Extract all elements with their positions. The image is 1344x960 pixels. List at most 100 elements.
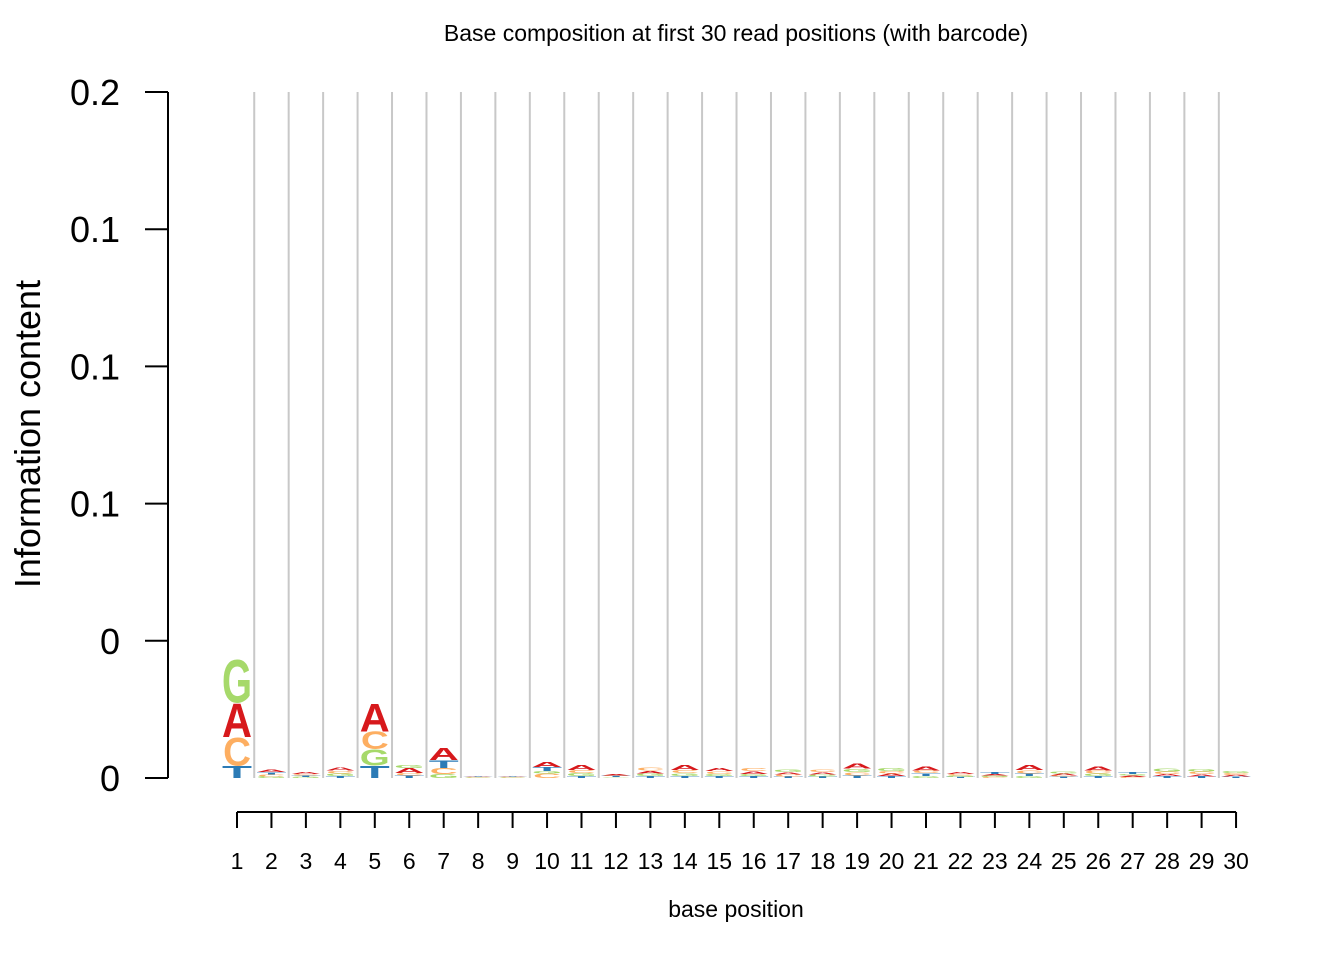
- logo-letter-t: T: [877, 775, 907, 778]
- logo-letter-g: G: [670, 772, 700, 776]
- logo-letter-a: A: [325, 766, 355, 772]
- x-axis: 1 2 3 4 5 6 7 8 9 10 11 12 13 14 15 16 17 18 19 20 21 22 23 24 2…: [231, 811, 1249, 874]
- logo-letter-c: C: [947, 774, 975, 776]
- y-tick-label: 0.1: [70, 346, 120, 387]
- logo-letter-a: A: [877, 773, 907, 777]
- logo-letter-t: T: [463, 776, 493, 777]
- logo-letter-g: G: [463, 777, 493, 778]
- logo-letter-g: G: [429, 773, 459, 779]
- logo-letter-c: C: [464, 777, 492, 778]
- x-tick-label: 15: [707, 848, 733, 874]
- logo-letter-c: C: [705, 770, 733, 774]
- logo-letter-g: G: [980, 775, 1010, 777]
- logo-letter-a: A: [532, 760, 562, 768]
- logo-letter-g: G: [222, 647, 252, 715]
- logo-letter-a: A: [808, 772, 838, 775]
- grid-lines: [253, 92, 1220, 778]
- logo-letter-a: A: [704, 767, 734, 772]
- logo-letter-a: A: [773, 772, 803, 775]
- logo-letter-c: C: [568, 769, 596, 774]
- x-tick-label: 22: [948, 848, 974, 874]
- x-tick-label: 11: [570, 848, 594, 874]
- logo-letter-g: G: [394, 763, 424, 769]
- x-tick-label: 16: [741, 848, 767, 874]
- x-tick-label: 29: [1189, 848, 1215, 874]
- logo-letter-a: A: [601, 774, 631, 776]
- x-tick-label: 10: [534, 848, 560, 874]
- logo-letter-t: T: [360, 763, 391, 782]
- logo-letter-g: G: [877, 767, 907, 772]
- logo-letter-c: C: [1015, 769, 1043, 774]
- logo-letter-g: G: [704, 773, 734, 776]
- logo-letter-g: G: [1221, 770, 1251, 773]
- logo-letter-a: A: [670, 764, 700, 772]
- logo-letter-g: G: [1014, 775, 1044, 778]
- logo-letter-t: T: [566, 776, 596, 779]
- logo-letter-c: C: [740, 767, 768, 772]
- logo-letter-g: G: [1049, 771, 1079, 774]
- y-axis-label: Information content: [7, 280, 48, 588]
- x-tick-label: 5: [368, 848, 381, 874]
- logo-letter-g: G: [325, 773, 355, 777]
- logo-letter-c: C: [843, 771, 871, 776]
- logo-letter-a: A: [1152, 773, 1182, 776]
- logo-letter-c: C: [671, 769, 699, 774]
- logo-letter-g: G: [808, 774, 838, 777]
- x-tick-label: 9: [506, 848, 519, 874]
- logo-letter-a: A: [635, 770, 665, 774]
- x-tick-label: 17: [775, 848, 801, 874]
- logo-letter-a: A: [945, 772, 975, 775]
- y-tick-label: 0: [100, 758, 120, 799]
- x-tick-label: 4: [334, 848, 347, 874]
- logo-letter-c: C: [809, 769, 837, 773]
- logo-letter-g: G: [1152, 768, 1182, 773]
- logo-letter-t: T: [739, 776, 769, 779]
- logo-letter-g: G: [601, 777, 631, 778]
- logo-letter-c: C: [878, 770, 906, 774]
- logo-letter-t: T: [980, 772, 1010, 775]
- logo-letter-t: T: [945, 777, 975, 779]
- logo-letter-c: C: [1050, 775, 1078, 777]
- logo-letter-g: G: [945, 775, 975, 777]
- logo-letter-a: A: [498, 776, 528, 777]
- logo-letter-a: A: [394, 767, 424, 775]
- y-tick-label: 0.2: [70, 72, 120, 113]
- logo-letter-g: G: [773, 769, 803, 773]
- logo-letter-c: C: [1222, 773, 1250, 776]
- logo-letter-a: A: [1083, 765, 1113, 771]
- logo-letter-g: G: [532, 770, 562, 774]
- logo-letter-a: A: [842, 763, 872, 771]
- x-tick-label: 21: [913, 848, 939, 874]
- logo-letter-a: A: [256, 769, 286, 773]
- logo-letter-t: T: [1187, 776, 1217, 779]
- logo-letter-g: G: [291, 777, 321, 779]
- logo-letter-c: C: [292, 774, 320, 776]
- logo-letter-g: G: [1083, 773, 1113, 777]
- x-tick-label: 20: [879, 848, 905, 874]
- logo-letter-g: G: [635, 773, 665, 777]
- x-tick-label: 30: [1223, 848, 1249, 874]
- logo-letter-c: C: [636, 767, 664, 772]
- logo-letter-t: T: [670, 775, 700, 778]
- logo-letter-t: T: [1014, 773, 1044, 777]
- logo-letter-t: T: [325, 775, 355, 778]
- logo-letter-t: T: [1152, 776, 1182, 779]
- logo-letter-c: C: [912, 770, 940, 774]
- x-tick-label: 13: [638, 848, 664, 874]
- logo-letter-a: A: [739, 771, 769, 775]
- logo-letter-t: T: [291, 775, 321, 777]
- x-tick-label: 7: [437, 848, 450, 874]
- logo-letter-t: T: [394, 775, 424, 779]
- logo-letter-t: T: [222, 763, 253, 782]
- logo-letter-a: A: [567, 764, 597, 772]
- logo-letter-a: A: [980, 774, 1010, 776]
- logo-letter-g: G: [256, 776, 286, 779]
- x-tick-label: 3: [300, 848, 313, 874]
- logo-letter-g: G: [739, 773, 769, 776]
- logo-letter-g: G: [498, 777, 528, 778]
- logo-letter-a: A: [911, 765, 941, 771]
- logo-letter-c: C: [395, 772, 423, 776]
- logo-letter-a: A: [1187, 774, 1217, 777]
- logo-letter-t: T: [842, 775, 872, 779]
